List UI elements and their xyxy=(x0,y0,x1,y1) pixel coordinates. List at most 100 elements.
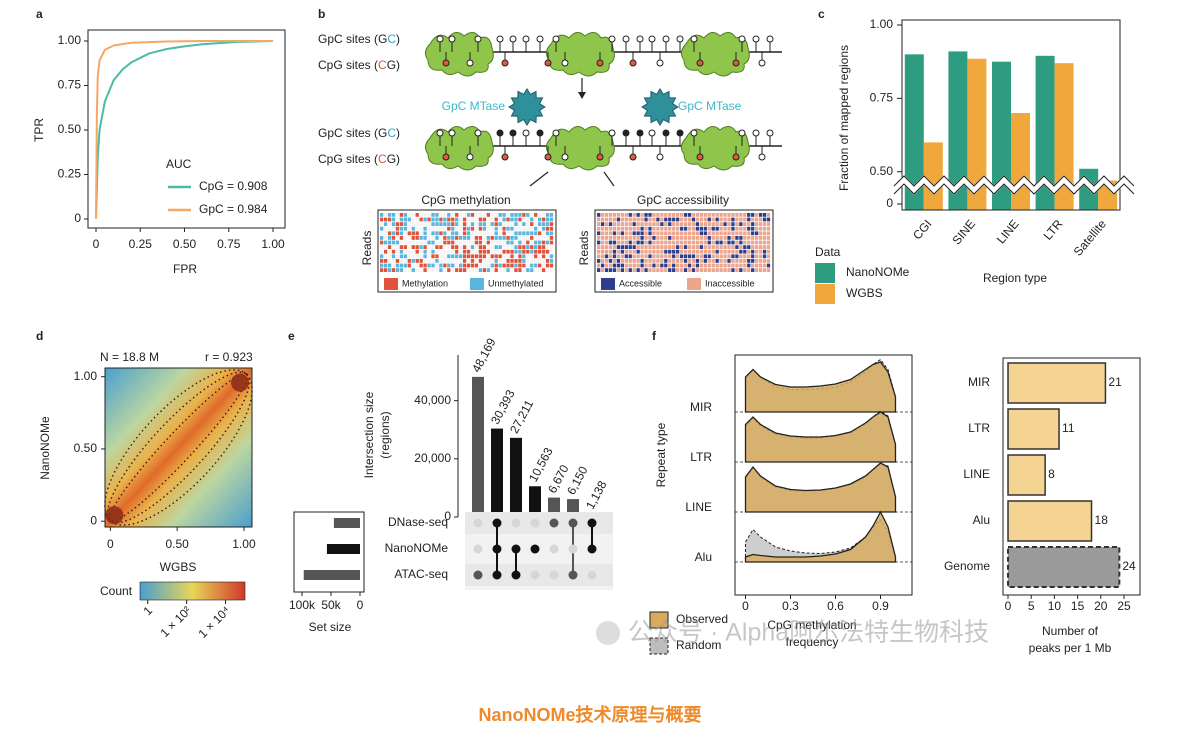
read-cell xyxy=(727,213,731,217)
gpc-site xyxy=(536,35,544,43)
read-cell xyxy=(660,259,664,263)
read-cell xyxy=(687,240,692,245)
read-cell xyxy=(439,213,443,217)
read-cell xyxy=(715,268,719,272)
read-cell xyxy=(459,226,463,231)
gpc-site xyxy=(752,35,760,43)
read-cell xyxy=(656,231,660,236)
read-cell xyxy=(462,259,467,263)
read-cell xyxy=(510,263,514,268)
read-cell xyxy=(447,259,451,263)
read-cell xyxy=(636,217,640,222)
read-cell xyxy=(439,226,443,231)
read-cell xyxy=(731,268,735,272)
read-cell xyxy=(443,249,447,254)
read-cell xyxy=(695,268,700,272)
legend-swatch xyxy=(687,278,701,290)
read-cell xyxy=(727,240,731,245)
read-cell xyxy=(727,217,731,222)
read-cell xyxy=(411,254,415,259)
read-cell xyxy=(466,268,471,272)
read-cell xyxy=(747,222,751,226)
read-cell xyxy=(506,217,510,222)
read-cell xyxy=(731,259,735,263)
read-cell xyxy=(498,268,502,272)
read-cell xyxy=(498,259,502,263)
read-cell xyxy=(644,222,648,226)
colorbar-label: Count xyxy=(100,584,133,598)
gpc-site xyxy=(552,129,560,137)
read-cell xyxy=(735,226,739,231)
y-tick-label: Genome xyxy=(944,559,990,573)
read-cell xyxy=(755,217,759,222)
read-cell xyxy=(549,268,554,272)
read-cell xyxy=(758,222,763,226)
read-cell xyxy=(608,231,613,236)
read-cell xyxy=(751,240,755,245)
read-cell xyxy=(549,222,554,226)
read-cell xyxy=(530,254,534,259)
read-cell xyxy=(443,259,447,263)
read-cell xyxy=(604,231,609,236)
read-cell xyxy=(668,259,672,263)
read-cell xyxy=(459,249,463,254)
read-cell xyxy=(616,236,621,240)
read-cell xyxy=(683,217,688,222)
read-cell xyxy=(459,236,463,240)
gpc-site xyxy=(522,35,530,43)
read-cell xyxy=(762,249,767,254)
read-cell xyxy=(703,268,707,272)
read-cell xyxy=(747,259,751,263)
read-cell xyxy=(751,213,755,217)
read-cell xyxy=(403,236,407,240)
cpg-site xyxy=(466,153,474,161)
read-cell xyxy=(691,236,696,240)
read-cell xyxy=(510,217,514,222)
read-cell xyxy=(604,245,609,249)
read-cell xyxy=(399,245,404,249)
read-cell xyxy=(632,226,636,231)
read-cell xyxy=(683,240,688,245)
read-cell xyxy=(399,240,404,245)
site-label-part: C xyxy=(378,152,387,166)
x-tick-label: 15 xyxy=(1071,599,1085,613)
read-cell xyxy=(739,263,743,268)
read-cell xyxy=(530,217,534,222)
read-cell xyxy=(541,213,546,217)
matrix-dot xyxy=(587,544,597,554)
read-cell xyxy=(715,213,719,217)
y-tick-label: Alu xyxy=(695,550,712,564)
matrix-dot xyxy=(568,570,578,580)
read-cell xyxy=(672,236,676,240)
read-cell xyxy=(632,222,636,226)
read-cell xyxy=(447,263,451,268)
read-cell xyxy=(735,245,739,249)
read-cell xyxy=(644,254,648,259)
read-cell xyxy=(419,217,423,222)
read-cell xyxy=(407,226,411,231)
read-cell xyxy=(486,222,490,226)
y-tick-label: 0.50 xyxy=(58,122,82,136)
density-ridge xyxy=(744,411,897,463)
read-cell xyxy=(679,263,684,268)
read-cell xyxy=(755,268,759,272)
read-cell xyxy=(506,259,510,263)
read-cell xyxy=(439,259,443,263)
read-cell xyxy=(478,231,483,236)
read-cell xyxy=(616,213,621,217)
cpg-site xyxy=(561,59,569,67)
read-cell xyxy=(395,254,400,259)
density-ridge xyxy=(744,510,897,563)
read-cell xyxy=(676,231,680,236)
read-cell xyxy=(530,249,534,254)
site-label-part: GpC sites (G xyxy=(318,126,387,140)
read-cell xyxy=(676,222,680,226)
read-cell xyxy=(672,240,676,245)
read-cell xyxy=(411,249,415,254)
read-cell xyxy=(506,240,510,245)
matrix-dot xyxy=(587,518,597,528)
annotation: N = 18.8 M xyxy=(100,350,159,364)
read-cell xyxy=(616,268,621,272)
read-cell xyxy=(727,226,731,231)
read-cell xyxy=(699,236,703,240)
